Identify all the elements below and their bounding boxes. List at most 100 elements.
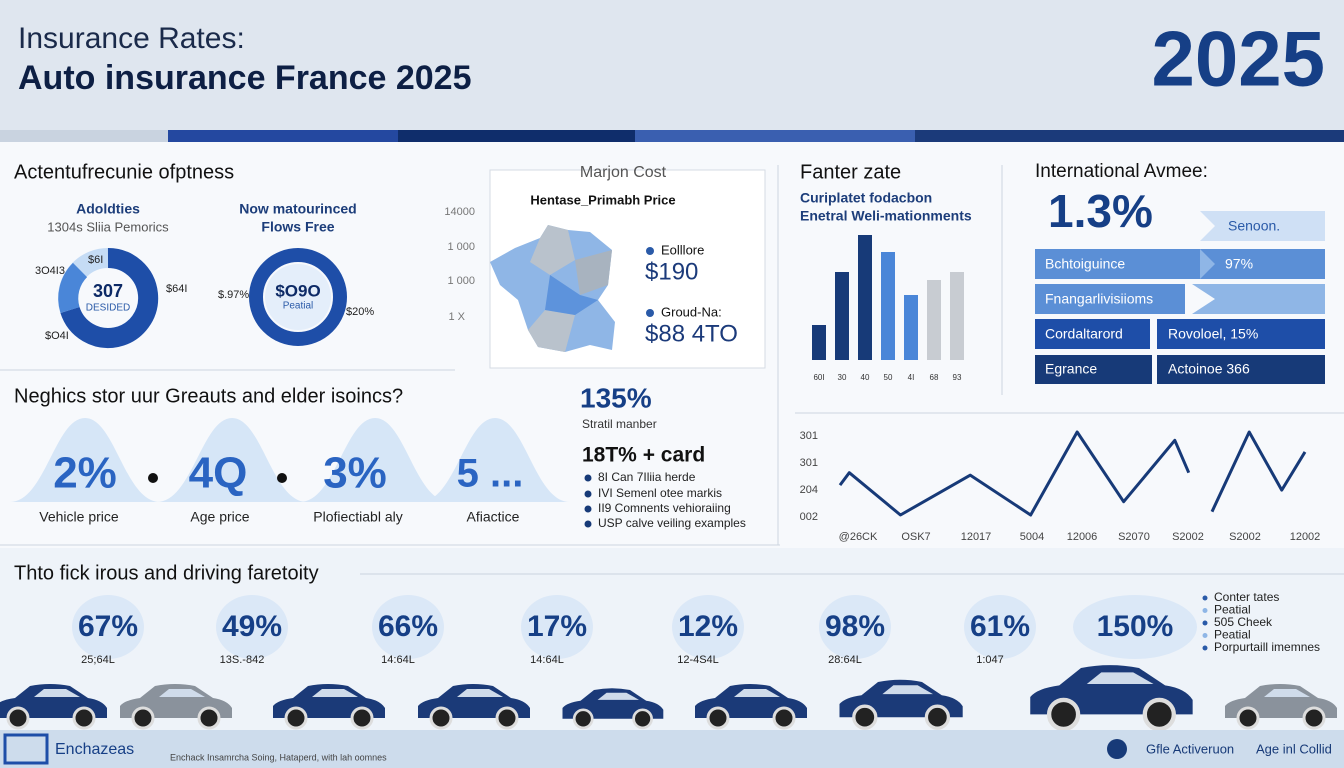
x-label: OSK7 [901,531,930,543]
donut-center: $O9O [275,281,320,300]
map-region [545,275,598,315]
item-label: 28:64L [828,654,862,666]
car [1030,665,1193,732]
item-blob [72,595,144,659]
car-window [159,689,205,697]
donut-hole [265,264,331,330]
map-region [575,250,612,295]
stats-caption: Stratil manber [582,417,657,431]
car-wheel [6,706,30,730]
map-scale: 14000 [444,206,475,218]
row-bg [1200,211,1325,241]
bar-label: 4I [908,373,915,382]
car-window [597,692,639,700]
footer-brand: Enchazeas [55,741,134,758]
intl-row-text: Fnangarlivisiioms [1045,291,1153,307]
list-dot [584,505,592,513]
x-label: 12017 [961,531,992,543]
x-label: S2070 [1118,531,1150,543]
car [562,688,664,730]
list-item: 8I Can 7Iliia herde [598,470,696,484]
item-value: 150% [1097,610,1174,643]
row-bg [1157,319,1325,349]
stats-sub: 18T% + card [582,444,705,467]
map-scale: 1 X [448,311,465,323]
map-legend-value: $88 4TO [645,320,738,347]
row-bg [1157,355,1325,384]
header-subtitle: Insurance Rates: [18,22,245,55]
donut-label: $64I [166,283,187,295]
car [839,679,963,730]
band [398,130,635,142]
footer-logo [3,733,49,765]
legend-label: Peatial [1214,628,1251,642]
bar [927,280,941,360]
list-item: USP calve veiling examples [598,516,746,530]
donut-arc [60,247,159,348]
car-wheel [632,708,653,730]
y-label: 204 [800,484,818,496]
item-value: 4Q [189,449,248,498]
bar [812,325,826,360]
car-wheel [197,706,221,730]
bar [835,272,849,360]
donut-heading: Now matourinced [239,201,356,217]
map-title: Marjon Cost [580,164,667,181]
bottom-items: 67% 25;64L 49% 13S.-842 66% 14:64L 17% 14:64L 12… [72,590,1320,666]
header-bg [0,0,1344,130]
intl-row-text: Egrance [1045,361,1097,377]
car-wheel [772,706,796,730]
donut-label: $6I [88,254,103,266]
bottom-title: Thto fick irous and driving faretoity [14,562,319,584]
list-item: II9 Comnents vehioraiing [598,501,731,515]
car-wheel [1142,697,1176,732]
donut-label: 3O4I3 [35,265,65,277]
item-blob [372,595,444,659]
legend-dot [1202,595,1208,601]
item-label: 12-4S4L [677,654,719,666]
x-label: S2002 [1172,531,1204,543]
map-subtitle: Hentase_Primabh Price [530,192,675,207]
map-legend-label: Groud-Na: [661,304,722,319]
donut-subheading: 1304s Sliia Pemorics [47,219,169,234]
item-value: 5 ... [457,452,524,496]
row-bg [1035,284,1185,314]
item-label: Afiactice [467,509,520,525]
separator-dot [148,473,158,483]
intl-row-text: Rovoloel, 15% [1168,326,1258,342]
item-label: Plofiectiabl aly [313,509,403,525]
legend-dot [1202,645,1208,651]
map-legend-label: Eolllore [661,242,704,257]
car-window [1264,689,1310,697]
car-window [34,689,80,697]
item-blob [672,595,744,659]
car-wheel [72,706,96,730]
band [168,130,398,142]
band [915,130,1344,142]
bars-subtitle: Curiplatet fodacbon [800,190,932,206]
car-window [457,689,503,697]
hump [300,418,450,502]
donut-heading: Adoldties [76,201,140,217]
donut-center: 307 [93,281,123,301]
bar-label: 68 [930,373,939,382]
legend-dot [1202,608,1208,613]
cars [0,665,1337,732]
intl-row-text: Senoon. [1228,218,1280,234]
row-arrow [1200,249,1215,279]
item-value: 67% [78,610,138,643]
intl-row-text: Actoinoe 366 [1168,361,1250,377]
hump [420,418,570,502]
car [273,684,385,730]
item-label: 14:64L [530,654,564,666]
hump [157,418,307,502]
bar-label: 60I [813,373,824,382]
car-window [882,685,933,695]
legend-dot [1202,620,1208,626]
row-bg [1192,284,1325,314]
row-bg [1035,249,1325,279]
donut-arc [58,262,88,313]
item-value: 12% [678,610,738,643]
y-label: 301 [800,457,818,469]
legend-label: 505 Cheek [1214,615,1273,629]
